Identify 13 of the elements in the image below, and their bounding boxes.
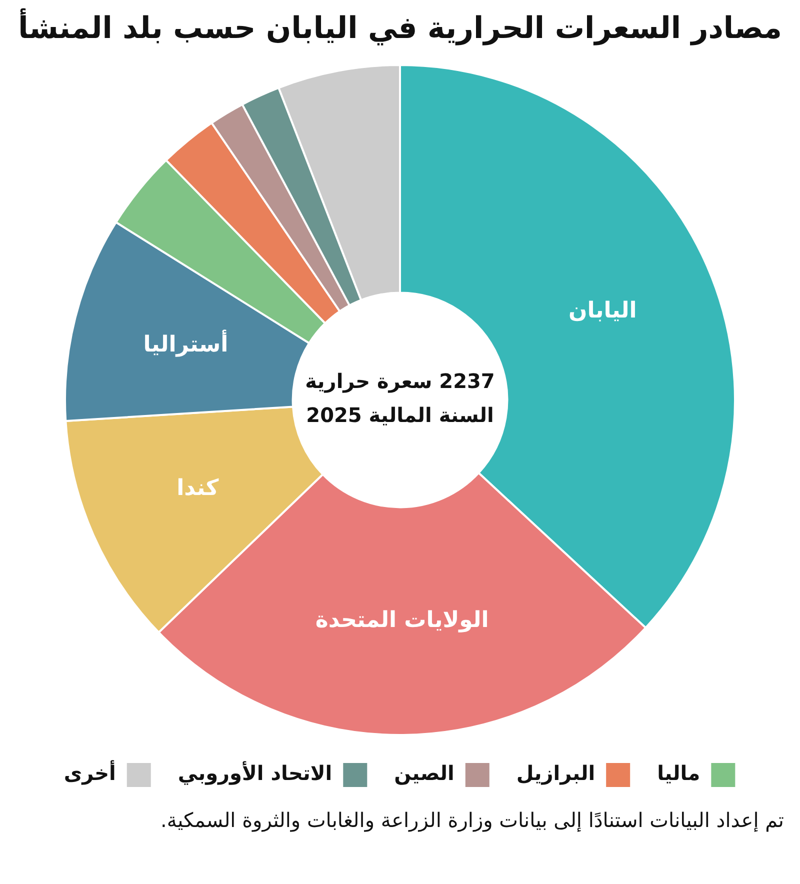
legend-label: ماليا <box>657 761 700 786</box>
text: 2237 سعرة حرارية <box>305 369 495 394</box>
slice-label: كندا <box>176 476 219 501</box>
chart-title: مصادر السعرات الحرارية في اليابان حسب بلد المنشأ <box>18 8 782 46</box>
text: السنة المالية 2025 <box>306 403 494 428</box>
legend-label: الاتحاد الأوروبي <box>178 761 332 786</box>
text: تم إعداد البيانات استنادًا إلى بيانات وزارة الزراعة والغابات والثروة السمكية. <box>160 807 785 834</box>
legend-label: الصين <box>394 761 454 786</box>
slice-label: أستراليا <box>143 329 228 358</box>
legend-label: أخرى <box>64 760 116 786</box>
slice-label: الولايات المتحدة <box>315 608 489 633</box>
legend-label: البرازيل <box>516 761 596 786</box>
slice-label: اليابان <box>568 298 637 324</box>
